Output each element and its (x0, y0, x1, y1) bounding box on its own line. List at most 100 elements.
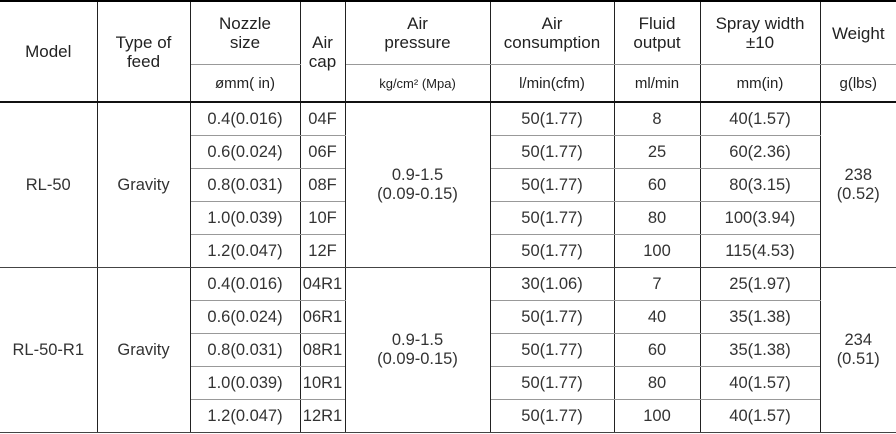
text-line: pressure (384, 33, 451, 52)
header-cell: Spray width ±10 (699, 1, 821, 65)
text-line: 0.9-1.5 (391, 166, 444, 184)
spray-cell: 25(1.97) (699, 267, 821, 301)
consumption-cell: 50(1.77) (489, 168, 615, 202)
data-row: 1.0(0.039) 10R1 50(1.77) 80 40(1.57) (0, 366, 896, 400)
text-line: Fluid (638, 14, 676, 33)
data-row: 0.8(0.031) 08F 50(1.77) 60 80(3.15) (0, 168, 896, 202)
spray-cell: 115(4.53) (699, 234, 820, 268)
cap-cell: 10F (299, 201, 346, 235)
text-line: (0.51) (836, 350, 880, 368)
text-line: 238 (844, 166, 873, 184)
nozzle-cell: 0.4(0.016) (189, 267, 301, 301)
data-row: 0.6(0.024) 06R1 50(1.77) 40 35(1.38) (0, 300, 896, 334)
text-line: Air (407, 14, 428, 33)
header-cell: Air pressure (344, 1, 491, 65)
nozzle-cell: 1.0(0.039) (190, 201, 301, 235)
cap-cell: 04F (299, 102, 346, 136)
text-line: Nozzle (219, 14, 271, 33)
text-line: Air (541, 14, 563, 33)
cap-cell: 12R1 (299, 399, 346, 433)
spray-cell: 40(1.57) (699, 102, 821, 136)
cap-cell: 10R1 (299, 366, 346, 400)
text-line: consumption (503, 33, 601, 52)
data-row: RL-50 Gravity 0.4(0.016) 04F 0.9-1.5 (0.09-0.… (0, 102, 896, 268)
cap-cell: 04R1 (299, 267, 346, 301)
fluid-cell: 60 (613, 333, 701, 367)
spray-cell: 40(1.57) (699, 366, 820, 400)
spray-cell: 35(1.38) (699, 333, 820, 367)
data-row: 1.2(0.047) 12R1 50(1.77) 100 40(1.57) (0, 399, 896, 433)
header-cell: Type of feed (96, 1, 191, 103)
nozzle-cell: 1.2(0.047) (190, 399, 301, 433)
cap-cell: 12F (299, 234, 346, 268)
text-line: feed (126, 51, 161, 71)
text-line: Type of (115, 32, 172, 52)
header-cell: Air cap (299, 1, 346, 103)
nozzle-cell: 0.6(0.024) (190, 300, 301, 334)
header-row: Model Type of feed Nozzle size Air cap Air press… (0, 1, 896, 103)
unit-cell: ml/min (613, 64, 701, 103)
unit-cell: g(lbs) (819, 64, 896, 103)
data-row: 0.8(0.031) 08R1 50(1.77) 60 35(1.38) (0, 333, 896, 367)
feed-cell: Gravity (96, 102, 191, 268)
consumption-cell: 50(1.77) (489, 201, 615, 235)
text-line: Spray width (715, 14, 805, 33)
unit-cell: mm(in) (699, 64, 821, 103)
cap-cell: 06F (299, 135, 346, 169)
nozzle-cell: 0.8(0.031) (190, 333, 301, 367)
text-line: Weight (831, 23, 885, 43)
text-line: Air (312, 32, 333, 52)
spray-cell: 80(3.15) (699, 168, 820, 202)
consumption-cell: 50(1.77) (489, 300, 615, 334)
data-row: 0.6(0.024) 06F 50(1.77) 25 60(2.36) (0, 135, 896, 169)
pressure-cell: 0.9-1.5 (0.09-0.15) (344, 267, 491, 433)
weight-cell: 238 (0.52) (819, 102, 896, 268)
model-cell: RL-50 (0, 102, 98, 268)
fluid-cell: 80 (613, 201, 701, 235)
consumption-cell: 50(1.77) (489, 399, 615, 433)
feed-cell: Gravity (96, 267, 191, 433)
model-cell: RL-50-R1 (0, 267, 98, 433)
spray-cell: 60(2.36) (699, 135, 820, 169)
data-row: 1.2(0.047) 12F 50(1.77) 100 115(4.53) (0, 234, 896, 268)
text-line: (0.52) (836, 185, 880, 203)
header-cell: Nozzle size (189, 1, 301, 65)
data-row: RL-50-R1 Gravity 0.4(0.016) 04R1 0.9-1.5 (0.0… (0, 267, 896, 433)
weight-cell: 234 (0.51) (819, 267, 896, 433)
text-line: 0.9-1.5 (391, 331, 444, 349)
pressure-cell: 0.9-1.5 (0.09-0.15) (344, 102, 491, 268)
text-line: (0.09-0.15) (377, 185, 458, 203)
nozzle-cell: 1.0(0.039) (190, 366, 301, 400)
text-line: output (633, 33, 681, 52)
fluid-cell: 8 (613, 102, 701, 136)
cap-cell: 06R1 (299, 300, 346, 334)
consumption-cell: 30(1.06) (489, 267, 615, 301)
unit-cell: kg/cm² (Mpa) (344, 64, 491, 103)
unit-cell: l/min(cfm) (489, 64, 615, 103)
fluid-cell: 80 (613, 366, 701, 400)
cap-cell: 08R1 (299, 333, 346, 367)
fluid-cell: 100 (613, 399, 701, 433)
nozzle-cell: 0.4(0.016) (189, 102, 301, 136)
text-line: (0.09-0.15) (377, 350, 458, 368)
units-row: ømm( in) kg/cm² (Mpa) l/min(cfm) ml/min mm(i… (0, 64, 896, 103)
unit-cell: ømm( in) (190, 64, 301, 103)
text-line: cap (308, 51, 337, 71)
consumption-cell: 50(1.77) (489, 333, 615, 367)
consumption-cell: 50(1.77) (489, 366, 615, 400)
spray-cell: 100(3.94) (699, 201, 820, 235)
fluid-cell: 40 (613, 300, 701, 334)
header-cell: Model (0, 1, 98, 103)
data-row: 1.0(0.039) 10F 50(1.77) 80 100(3.94) (0, 201, 896, 235)
fluid-cell: 60 (613, 168, 701, 202)
header-cell: Weight (819, 1, 896, 65)
fluid-cell: 7 (613, 267, 701, 301)
spray-cell: 35(1.38) (699, 300, 820, 334)
header-cell: Fluid output (613, 1, 701, 65)
nozzle-cell: 0.8(0.031) (190, 168, 301, 202)
fluid-cell: 25 (613, 135, 701, 169)
text-line: 234 (844, 331, 873, 349)
consumption-cell: 50(1.77) (489, 234, 615, 268)
